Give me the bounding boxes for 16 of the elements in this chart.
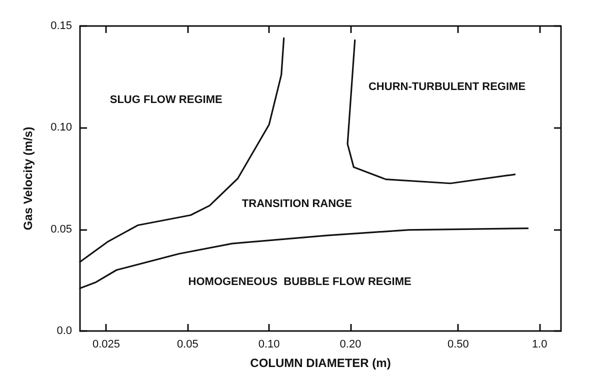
y-tick-label: 0.05 [50,223,72,236]
annotation: TRANSITION RANGE [242,198,352,210]
y-tick-label: 0.10 [50,122,72,134]
x-axis-title: COLUMN DIAMETER (m) [250,356,391,370]
annotation: CHURN-TURBULENT REGIME [368,81,526,93]
annotation: SLUG FLOW REGIME [110,94,222,106]
y-tick-label: 0.15 [50,20,72,32]
x-tick-label: 0.50 [447,338,469,350]
x-tick-label: 0.10 [258,338,280,350]
y-tick-label: 0.0 [56,325,72,337]
x-tick-label: 1.0 [532,338,548,350]
y-axis-title: Gas Velocity (m/s) [21,126,35,230]
x-tick-label: 0.025 [92,338,120,350]
annotation: HOMOGENEOUS BUBBLE FLOW REGIME [188,276,412,288]
x-tick-label: 0.20 [340,338,362,350]
x-tick-label: 0.05 [176,338,198,350]
